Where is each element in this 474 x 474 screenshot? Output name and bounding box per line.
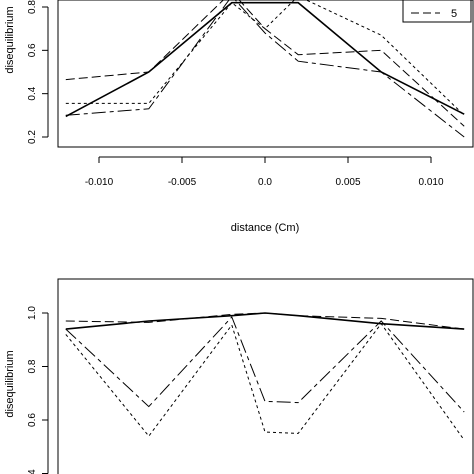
top-legend: 5 xyxy=(402,0,472,23)
top-plot-frame xyxy=(57,0,474,148)
series-line-1-3 xyxy=(65,322,465,441)
x-tick-label: -0.005 xyxy=(168,177,197,188)
bottom-series-group xyxy=(65,312,465,441)
top-legend-label: 5 xyxy=(451,8,457,20)
top-y-axis-label: disequilibrium xyxy=(4,6,16,73)
y-tick-label: 1.0 xyxy=(27,306,38,320)
y-tick-label: 0.2 xyxy=(27,130,38,144)
series-line-0-3 xyxy=(65,0,465,138)
top-series-group xyxy=(65,0,465,138)
top-legend-box xyxy=(402,0,472,23)
bottom-chart: .4 0.6 0.8 1.0 disequilibrium xyxy=(4,278,474,474)
bottom-y-axis: .4 0.6 0.8 1.0 xyxy=(27,306,49,474)
x-tick-label: -0.010 xyxy=(85,177,114,188)
x-tick-label: 0.0 xyxy=(258,177,272,188)
bottom-y-axis-label: disequilibrium xyxy=(4,350,16,417)
top-x-axis-label: distance (Cm) xyxy=(231,222,299,234)
x-tick-label: 0.010 xyxy=(418,177,443,188)
top-x-axis: -0.010 -0.005 0.0 0.005 0.010 xyxy=(85,156,444,188)
y-tick-label: .4 xyxy=(27,469,38,474)
series-line-1-1 xyxy=(65,312,465,330)
y-tick-label: 0.6 xyxy=(27,43,38,57)
bottom-plot-frame xyxy=(57,278,474,474)
x-tick-label: 0.005 xyxy=(335,177,360,188)
y-tick-label: 0.4 xyxy=(27,86,38,100)
y-tick-label: 0.8 xyxy=(27,0,38,14)
series-line-1-2 xyxy=(65,316,465,413)
series-line-0-0 xyxy=(65,1,465,118)
series-line-0-1 xyxy=(65,0,465,127)
top-chart: -0.010 -0.005 0.0 0.005 0.010 0.2 0.4 0.6 0.8 d… xyxy=(4,0,474,234)
series-line-0-2 xyxy=(65,0,465,116)
y-tick-label: 0.6 xyxy=(27,413,38,427)
y-tick-label: 0.8 xyxy=(27,359,38,373)
top-y-axis: 0.2 0.4 0.6 0.8 xyxy=(27,0,49,144)
